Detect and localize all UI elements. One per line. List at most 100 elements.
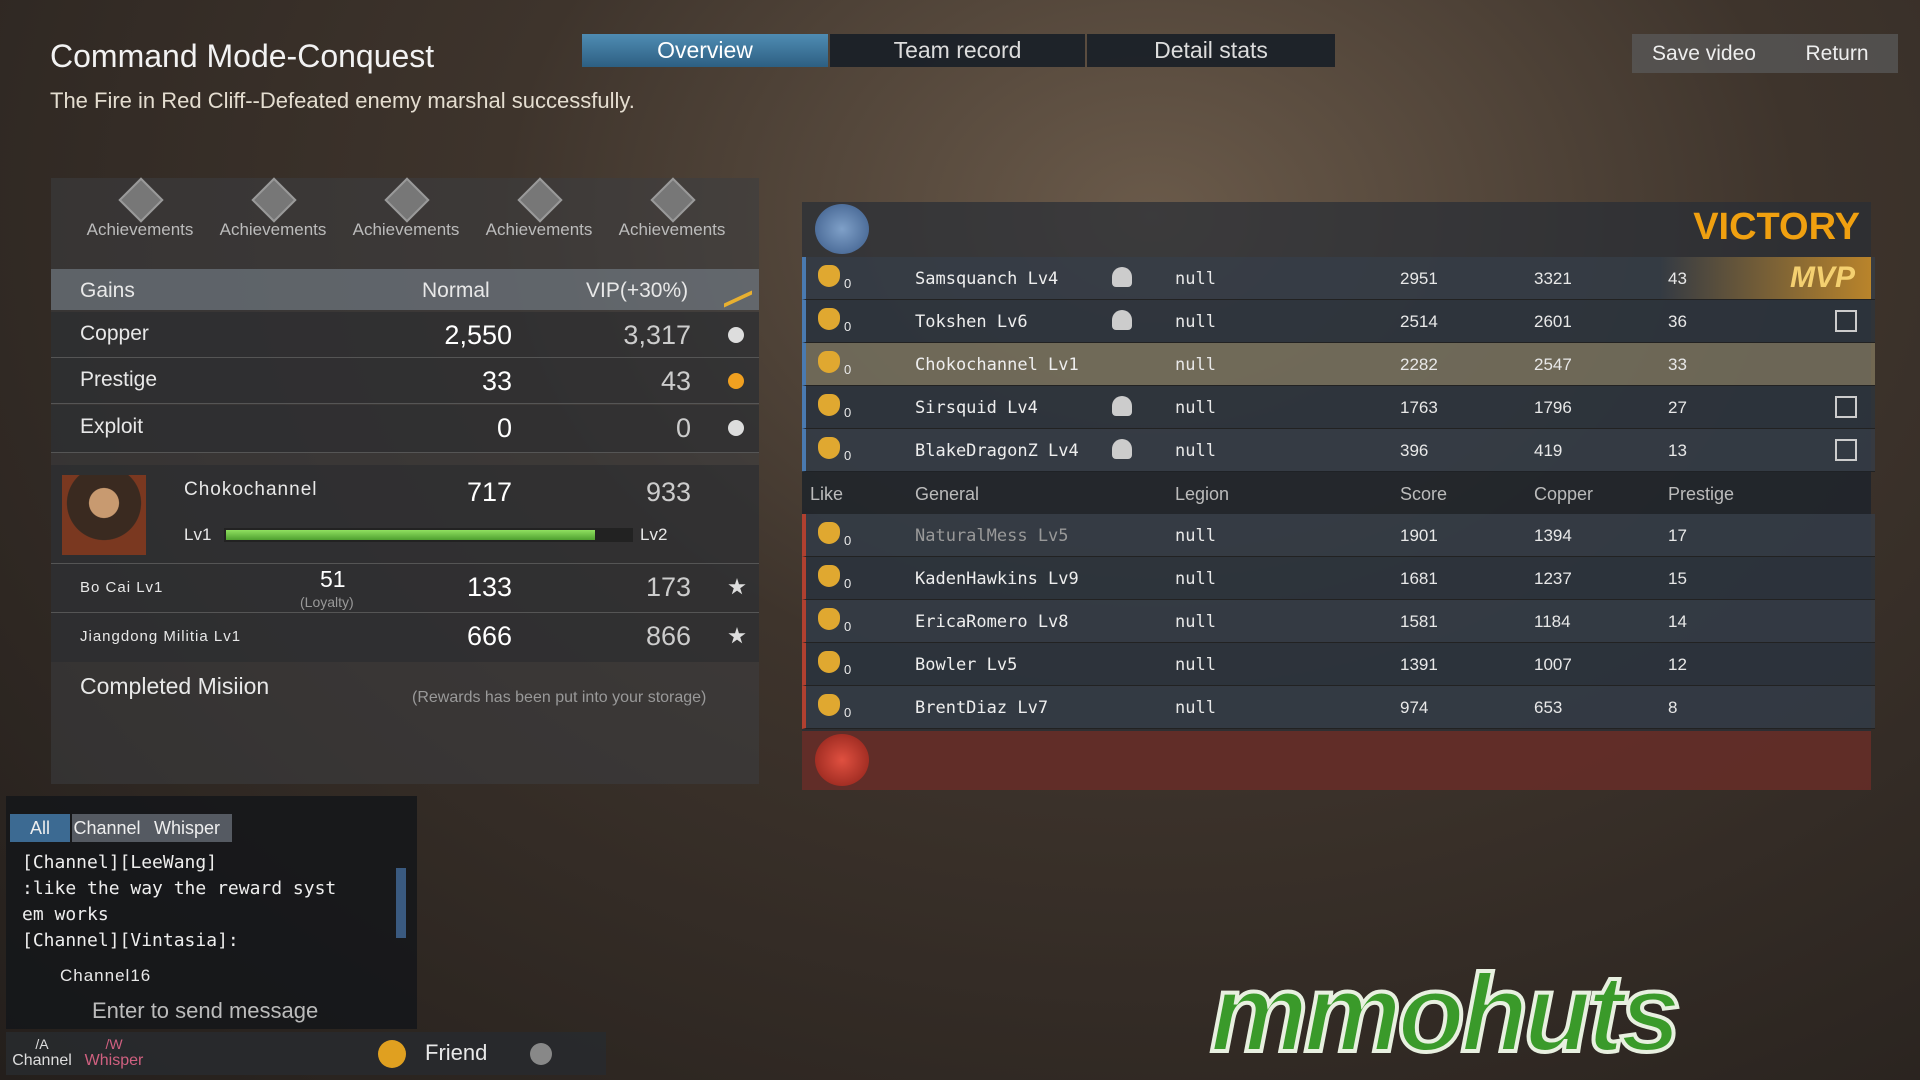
- column-header: Prestige: [1668, 484, 1735, 504]
- report-icon[interactable]: [1835, 439, 1857, 461]
- score-cell: 1796: [1534, 398, 1572, 417]
- like-icon[interactable]: [818, 437, 840, 459]
- unit-vip: 173: [645, 572, 691, 602]
- score-row: [802, 386, 1875, 429]
- character-level: Lv1: [184, 525, 212, 544]
- add-friend-icon[interactable]: [1112, 396, 1132, 416]
- like-icon[interactable]: [818, 694, 840, 716]
- achievement-label: Achievements: [618, 220, 726, 239]
- score-cell: null: [1175, 698, 1216, 718]
- red-footer: [802, 731, 1871, 790]
- score-cell: null: [1175, 312, 1216, 332]
- add-friend-icon[interactable]: [1112, 267, 1132, 287]
- achievement-label: Achievements: [485, 220, 593, 239]
- shortcut-label[interactable]: Channel: [12, 1052, 72, 1069]
- gains-icon: [728, 327, 744, 343]
- chat-input[interactable]: Enter to send message: [92, 998, 319, 1023]
- chat-tab[interactable]: Whisper: [142, 814, 232, 842]
- unit-row: [51, 563, 759, 613]
- score-cell: 974: [1400, 698, 1429, 717]
- score-row: [802, 300, 1875, 343]
- column-header: Legion: [1175, 484, 1230, 504]
- chat-tab[interactable]: All: [10, 814, 70, 842]
- add-friend-icon[interactable]: [1112, 310, 1132, 330]
- general: Sirsquid Lv4: [915, 398, 1038, 418]
- tab[interactable]: Team record: [830, 34, 1085, 67]
- channel: Channel16: [60, 966, 152, 985]
- like-count: 0: [844, 448, 852, 463]
- tab[interactable]: Detail stats: [1087, 34, 1335, 67]
- unit-vip: 866: [645, 621, 691, 651]
- chat-message: [Channel][Vintasia]:: [22, 930, 239, 951]
- loyalty: 51: [320, 566, 346, 592]
- like-count: 0: [844, 405, 852, 420]
- shortcut-key[interactable]: /W: [105, 1036, 123, 1052]
- score-cell: 12: [1668, 655, 1687, 674]
- gains-vip: 0: [675, 413, 691, 443]
- score-cell: null: [1175, 269, 1216, 289]
- shortcut-label[interactable]: Whisper: [84, 1052, 144, 1069]
- gains-header-bg: [51, 269, 759, 310]
- score-cell: 43: [1668, 269, 1687, 288]
- general: Chokochannel Lv1: [915, 355, 1079, 375]
- score-cell: 2951: [1400, 269, 1438, 288]
- score-cell: 27: [1668, 398, 1687, 417]
- watermark: mmohuts: [1208, 950, 1683, 1077]
- score-row: [802, 686, 1875, 729]
- gains-vip: 43: [660, 366, 691, 396]
- friend[interactable]: Friend: [425, 1040, 488, 1065]
- general: NaturalMess Lv5: [915, 526, 1069, 546]
- like-count: 0: [844, 576, 852, 591]
- score-cell: 15: [1668, 569, 1687, 588]
- tab[interactable]: Overview: [582, 34, 828, 67]
- column-header-row: [802, 471, 1871, 514]
- like-count: 0: [844, 619, 852, 634]
- general: BrentDiaz Lv7: [915, 698, 1049, 718]
- unit-name: Jiangdong Militia Lv1: [80, 628, 242, 645]
- result: VICTORY: [1693, 206, 1860, 248]
- like-icon[interactable]: [818, 265, 840, 287]
- report-icon[interactable]: [1835, 310, 1857, 332]
- like-icon[interactable]: [818, 522, 840, 544]
- score-cell: 8: [1668, 698, 1678, 717]
- info-button[interactable]: [530, 1043, 552, 1065]
- button[interactable]: Return: [1776, 34, 1898, 73]
- like-icon[interactable]: [818, 394, 840, 416]
- unit-normal: 133: [466, 572, 512, 602]
- score-cell: 1237: [1534, 569, 1572, 588]
- score-cell: 653: [1534, 698, 1563, 717]
- mvp-bg: [1660, 257, 1871, 299]
- mvp: MVP: [1790, 261, 1856, 294]
- emoji-button[interactable]: [378, 1040, 406, 1068]
- character-normal: 717: [466, 477, 512, 507]
- gains-normal: 33: [481, 366, 512, 396]
- report-icon[interactable]: [1835, 396, 1857, 418]
- exp-fill: [226, 530, 595, 540]
- unit-normal: 666: [466, 621, 512, 651]
- chat-tab[interactable]: Channel: [72, 814, 142, 842]
- score-cell: 1391: [1400, 655, 1438, 674]
- like-icon[interactable]: [818, 608, 840, 630]
- shortcut-key[interactable]: /A: [35, 1036, 49, 1052]
- score-cell: null: [1175, 569, 1216, 589]
- score-cell: 14: [1668, 612, 1687, 631]
- like-count: 0: [844, 705, 852, 720]
- score-cell: 1681: [1400, 569, 1438, 588]
- score-cell: 1901: [1400, 526, 1438, 545]
- button[interactable]: Save video: [1632, 34, 1776, 73]
- subtitle: The Fire in Red Cliff--Defeated enemy ma…: [50, 88, 635, 113]
- gains-header: Normal: [422, 279, 490, 302]
- gains-label: Copper: [80, 322, 149, 345]
- like-icon[interactable]: [818, 308, 840, 330]
- score-row: [802, 429, 1875, 472]
- add-friend-icon[interactable]: [1112, 439, 1132, 459]
- score-row: [802, 643, 1875, 686]
- like-icon[interactable]: [818, 565, 840, 587]
- like-icon[interactable]: [818, 651, 840, 673]
- like-icon[interactable]: [818, 351, 840, 373]
- score-row: [802, 514, 1875, 557]
- score-cell: 1007: [1534, 655, 1572, 674]
- score-row: [802, 600, 1875, 643]
